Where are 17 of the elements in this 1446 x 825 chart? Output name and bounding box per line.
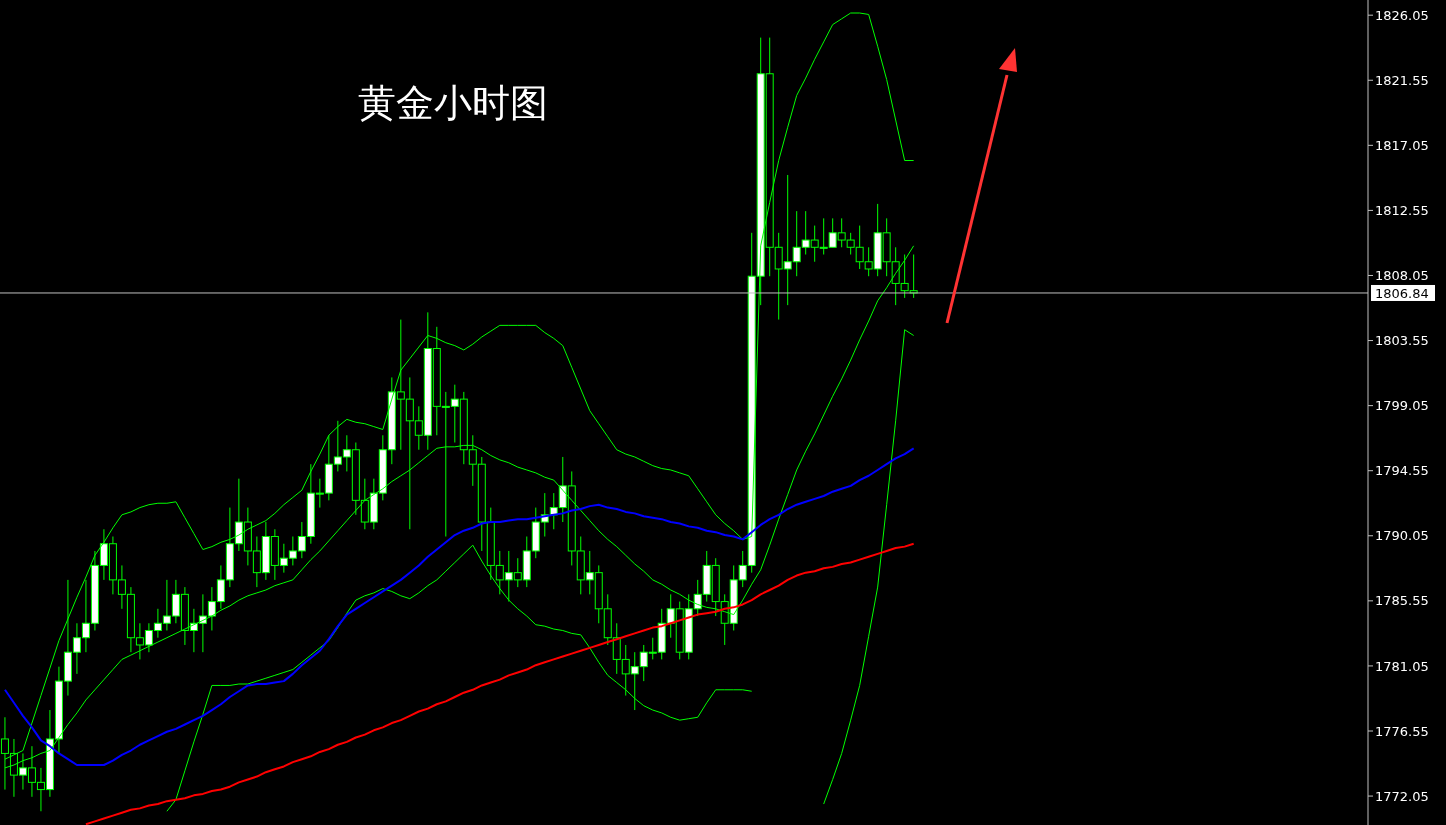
y-tick-label: 1799.05 bbox=[1375, 398, 1429, 414]
y-tick-label: 1821.55 bbox=[1375, 72, 1429, 88]
line-series bbox=[3, 447, 915, 766]
y-tick-label: 1808.05 bbox=[1375, 268, 1429, 284]
y-tick-label: 1803.55 bbox=[1375, 333, 1429, 349]
y-tick-label: 1785.55 bbox=[1375, 593, 1429, 609]
line-series bbox=[84, 542, 915, 825]
y-tick-label: 1790.05 bbox=[1375, 528, 1429, 544]
y-tick-label: 1776.55 bbox=[1375, 723, 1429, 739]
text: 黄金小时图 bbox=[358, 80, 548, 127]
y-tick-label: 1817.05 bbox=[1375, 137, 1429, 153]
y-tick-label: 1794.55 bbox=[1375, 463, 1429, 479]
ref-line-label: 1806.84 bbox=[1375, 285, 1429, 301]
y-tick-label: 1772.05 bbox=[1375, 788, 1429, 804]
y-tick-label: 1781.05 bbox=[1375, 658, 1429, 674]
y-tick-label: 1826.05 bbox=[1375, 7, 1429, 23]
y-tick-label: 1812.55 bbox=[1375, 203, 1429, 219]
